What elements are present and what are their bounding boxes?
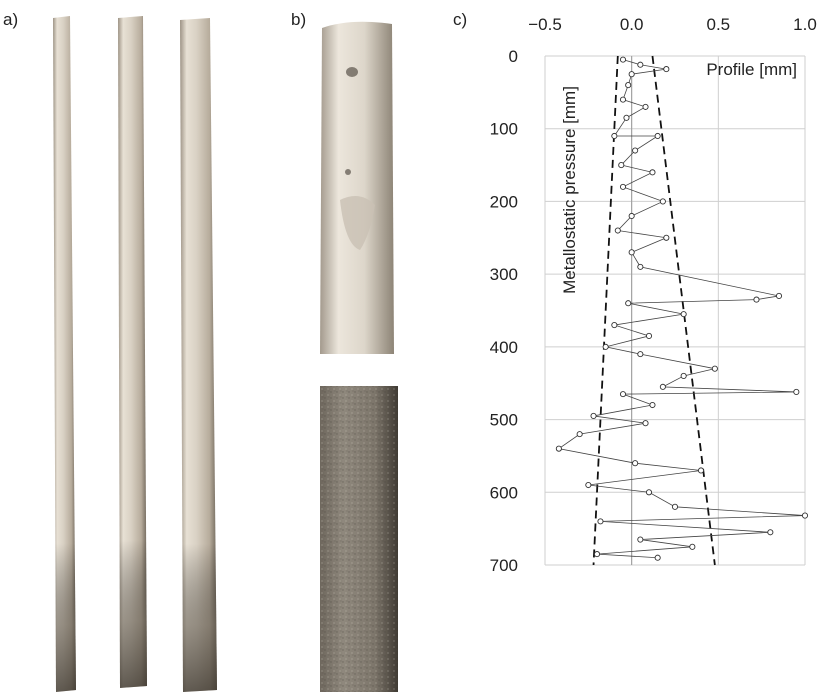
profile-point [680,372,687,379]
panel-label-a: a) [3,10,19,29]
profile-point [632,460,639,467]
profile-point [625,82,632,89]
profile-point [619,183,627,190]
profile-point [602,343,609,350]
profile-point [697,467,705,474]
profile-point [642,420,649,427]
x-tick-labels: −0.5 0.0 0.5 1.0 [528,15,817,34]
y-tick-label: 300 [490,265,518,284]
rod-closeup-bottom [320,386,398,692]
profile-point [593,551,601,558]
profile-point [611,132,618,140]
profile-point [753,296,760,303]
profile-point [628,212,635,220]
rod-2 [118,16,147,688]
profile-point [628,249,635,256]
x-tick-label: −0.5 [528,15,562,34]
envelope-line-1 [592,55,619,566]
profile-point [659,198,666,205]
profile-point [711,365,718,372]
y-axis-label: Metallostatic pressure [mm] [560,86,579,294]
y-tick-label: 500 [490,411,518,430]
profile-point [659,383,666,390]
profile-point [649,401,656,409]
profile-point [654,132,661,140]
profile-point [671,503,679,510]
profile-point [614,227,621,234]
profile-point [637,61,644,68]
profile-point [628,71,635,78]
profile-point [689,543,696,550]
rod-1 [53,16,76,692]
profile-point [642,103,649,110]
rod-3 [180,18,217,692]
profile-point [625,300,632,307]
profile-point [632,147,639,154]
x-tick-label: 0.5 [707,15,731,34]
profile-point [590,412,597,419]
profile-point [775,292,783,300]
profile-point [680,311,687,318]
profile-point [645,489,653,496]
envelope-lines [592,55,716,566]
x-tick-label: 1.0 [793,15,817,34]
y-tick-label: 700 [490,556,518,575]
profile-point [645,332,653,340]
profile-point [767,529,774,536]
profile-point [576,431,583,438]
y-tick-label: 100 [490,120,518,139]
y-tick-label: 400 [490,338,518,357]
y-tick-labels: 0 100 200 300 400 500 600 700 [490,47,518,575]
profile-point [619,391,627,398]
x-axis-label: Profile [mm] [706,60,797,79]
profile-point [637,351,644,358]
y-tick-label: 0 [509,47,518,66]
x-tick-label: 0.0 [620,15,644,34]
profile-point [619,56,627,63]
profile-point [555,445,562,452]
panel-label-b: b) [291,10,307,29]
rod-closeup-top [320,21,394,354]
envelope-line-2 [651,55,716,566]
profile-point [649,169,656,176]
profile-point [793,388,800,395]
profile-point [585,481,592,489]
panel-label-c: c) [453,10,468,29]
profile-point [663,234,670,241]
profile-point [611,321,618,329]
y-tick-label: 200 [490,192,518,211]
profile-point [637,263,644,270]
profile-series [555,56,809,561]
profile-point [801,512,809,519]
chart-grid [544,55,806,566]
profile-point [637,536,644,543]
profile-point [623,114,630,121]
y-tick-label: 600 [490,483,518,502]
profile-point [618,162,625,169]
profile-point [663,66,670,73]
profile-point [597,518,604,525]
profile-point [654,554,661,561]
profile-line [557,59,806,559]
profile-point [619,96,627,103]
